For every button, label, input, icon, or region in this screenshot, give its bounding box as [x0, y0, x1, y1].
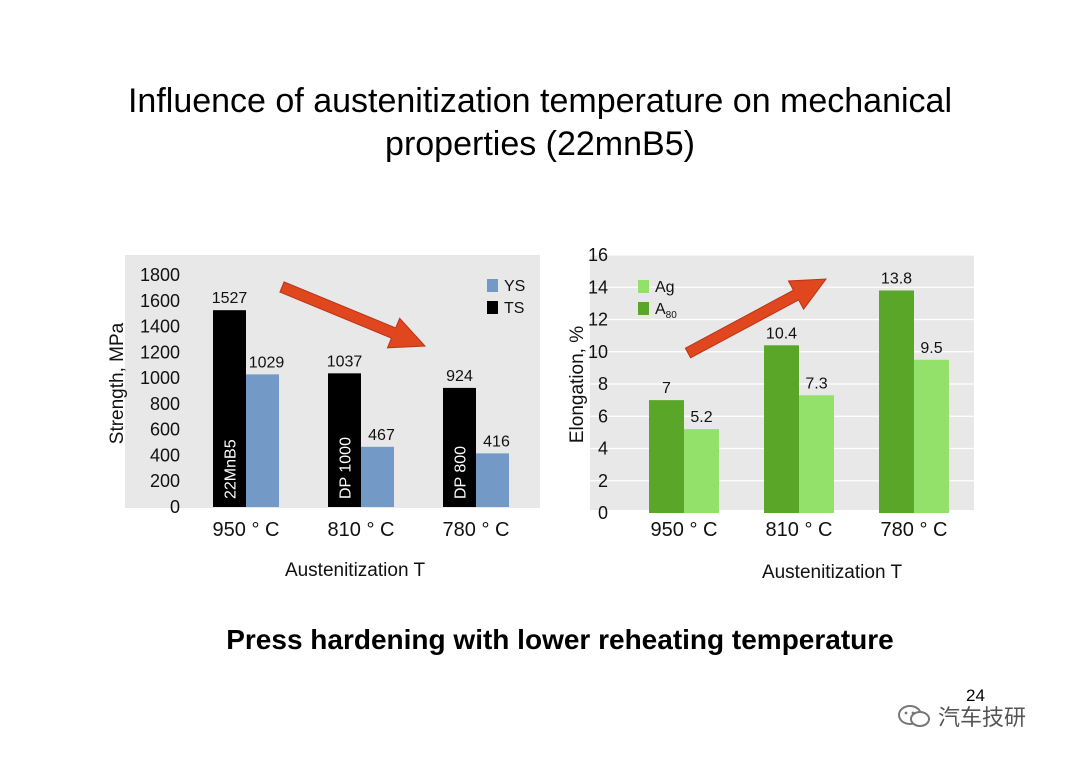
bar-ts [328, 373, 361, 507]
data-label: 7 [662, 380, 671, 397]
data-label: 1029 [249, 354, 285, 371]
data-label: 9.5 [920, 340, 942, 357]
trend-arrow-1 [279, 281, 427, 349]
legend-swatch-ts [487, 301, 498, 314]
data-label: 467 [368, 427, 395, 444]
watermark: 汽车技研 [896, 700, 1026, 732]
x-tick-label: 810 ° C [766, 519, 833, 541]
bar-inner-label: DP 1000 [338, 437, 355, 499]
y-tick-label: 0 [598, 503, 608, 523]
y-tick-label: 600 [150, 420, 180, 440]
y-tick-label: 8 [598, 374, 608, 394]
bar-ag [914, 359, 949, 513]
data-label: 5.2 [690, 409, 712, 426]
data-label: 10.4 [766, 325, 797, 342]
y-tick-label: 200 [150, 471, 180, 491]
bar-ys [246, 374, 279, 507]
data-label: 13.8 [881, 270, 912, 287]
y-tick-label: 0 [170, 497, 180, 517]
data-label: 924 [446, 368, 473, 385]
trend-arrow-2 [684, 278, 828, 359]
bar-a80 [649, 400, 684, 513]
y-tick-label: 1800 [140, 265, 180, 285]
bar-a80 [764, 345, 799, 513]
data-label: 416 [483, 433, 510, 450]
y-tick-label: 4 [598, 439, 608, 459]
wechat-icon [898, 705, 930, 727]
y-tick-label: 12 [588, 310, 608, 330]
y-tick-label: 16 [588, 245, 608, 265]
slide-subtitle: Press hardening with lower reheating tem… [226, 624, 894, 655]
x-axis-label: Austenitization T [285, 560, 426, 581]
x-tick-label: 780 ° C [881, 519, 948, 541]
x-tick-label: 950 ° C [651, 519, 718, 541]
x-tick-label: 780 ° C [443, 519, 510, 541]
legend-label-a80: A80 [655, 301, 677, 321]
bar-inner-label: DP 800 [453, 446, 470, 499]
bar-a80 [879, 290, 914, 513]
bar-ts [443, 387, 476, 507]
y-tick-label: 800 [150, 394, 180, 414]
slide-title: Influence of austenitization temperature… [0, 80, 1080, 166]
bar-ag [799, 395, 834, 513]
bar-ag [684, 429, 719, 513]
y-tick-label: 2 [598, 471, 608, 491]
data-label: 1527 [212, 290, 248, 307]
bar-inner-label: 22MnB5 [223, 439, 240, 499]
y-tick-label: 1000 [140, 368, 180, 388]
bar-ts [213, 310, 246, 507]
y-axis-label: Elongation, % [567, 326, 588, 443]
x-tick-label: 950 ° C [213, 519, 280, 541]
legend-swatch-ag [638, 280, 649, 293]
x-axis-label: Austenitization T [762, 562, 903, 583]
legend-swatch-a80 [638, 302, 649, 315]
y-tick-label: 1600 [140, 291, 180, 311]
data-label: 7.3 [805, 375, 827, 392]
y-tick-label: 1200 [140, 342, 180, 362]
title-line-2: properties (22mnB5) [385, 125, 695, 163]
page-number: 24 [966, 686, 985, 705]
data-label: 1037 [327, 353, 363, 370]
legend-label-ag: Ag [655, 279, 675, 296]
title-line-1: Influence of austenitization temperature… [127, 82, 953, 120]
bar-ys [361, 446, 394, 507]
watermark-text: 汽车技研 [938, 706, 1027, 731]
legend-label-ts: TS [504, 300, 524, 317]
y-tick-label: 400 [150, 445, 180, 465]
y-tick-label: 14 [588, 277, 608, 297]
y-tick-label: 1400 [140, 317, 180, 337]
legend-label-ys: YS [504, 278, 525, 295]
x-tick-label: 810 ° C [328, 519, 395, 541]
legend-swatch-ys [487, 279, 498, 292]
y-axis-label: Strength, MPa [107, 322, 128, 444]
y-tick-label: 6 [598, 406, 608, 426]
bar-ys [476, 453, 509, 507]
y-tick-label: 10 [588, 342, 608, 362]
